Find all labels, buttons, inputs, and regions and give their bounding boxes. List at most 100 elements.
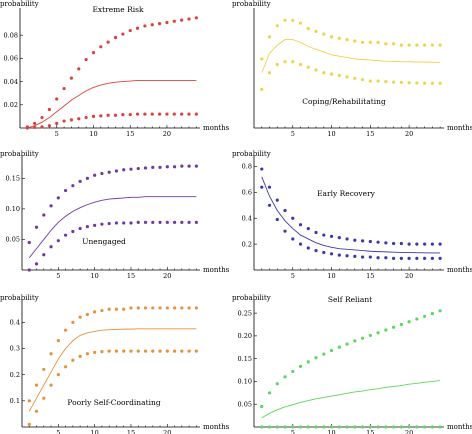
data-point-lower — [25, 126, 29, 130]
x-axis-label: months — [447, 423, 472, 431]
data-point-upper — [172, 306, 177, 310]
data-point-lower — [306, 246, 310, 250]
data-point-lower — [143, 112, 147, 116]
data-point-upper — [407, 320, 411, 324]
chart-title: Coping/Rehabilitating — [302, 97, 386, 106]
data-point-lower — [368, 255, 372, 259]
data-point-upper — [298, 364, 303, 369]
data-point-lower — [345, 254, 349, 258]
data-point-lower — [78, 354, 82, 358]
y-axis-label: probability — [0, 0, 39, 8]
data-point-upper — [49, 352, 53, 356]
data-point-lower — [85, 225, 89, 229]
x-tick-label: 20 — [163, 130, 171, 138]
data-point-lower — [376, 425, 380, 429]
data-point-lower — [291, 425, 295, 429]
data-point-upper — [329, 35, 334, 39]
x-tick-label: 10 — [327, 429, 335, 434]
data-point-upper — [63, 328, 68, 332]
data-point-lower — [384, 256, 388, 260]
data-point-lower — [27, 268, 31, 272]
data-point-upper — [165, 165, 169, 169]
y-tick-label: 0.2 — [10, 371, 20, 379]
data-point-upper — [415, 317, 419, 321]
data-point-upper — [376, 40, 380, 44]
data-point-upper — [345, 342, 349, 346]
data-point-upper — [194, 16, 198, 20]
data-point-upper — [360, 40, 365, 44]
data-point-upper — [63, 188, 68, 193]
x-tick-label: 10 — [91, 429, 99, 434]
data-point-lower — [113, 113, 118, 117]
y-axis-label: probability — [232, 150, 271, 158]
data-point-upper — [165, 306, 169, 310]
data-point-lower — [42, 396, 46, 400]
data-point-upper — [34, 225, 39, 229]
data-point-upper — [84, 57, 88, 62]
data-point-upper — [187, 17, 191, 21]
data-point-lower — [187, 112, 191, 116]
x-tick-label: 5 — [56, 272, 60, 280]
data-point-lower — [384, 80, 388, 84]
data-point-lower — [306, 65, 310, 69]
data-point-lower — [391, 425, 396, 429]
data-point-upper — [376, 331, 380, 335]
data-point-lower — [143, 220, 148, 224]
data-point-lower — [353, 76, 357, 80]
data-point-upper — [99, 45, 103, 49]
data-point-upper — [113, 35, 118, 40]
data-point-lower — [187, 349, 191, 353]
x-tick-label: 5 — [56, 429, 60, 434]
data-point-upper — [129, 306, 133, 310]
data-point-upper — [368, 333, 372, 338]
chart-title: Poorly Self-Coordinating — [67, 398, 160, 407]
data-point-upper — [322, 32, 326, 36]
data-point-upper — [187, 306, 191, 310]
x-tick-label: 10 — [327, 272, 335, 280]
data-point-upper — [298, 21, 303, 25]
data-point-lower — [158, 220, 162, 224]
chart-panel-2: 5 10 15 20 probability months Coping/Rehabilit… — [232, 0, 472, 138]
data-point-upper — [143, 24, 147, 28]
data-point-lower — [415, 256, 419, 260]
data-point-upper — [187, 164, 191, 168]
data-point-lower — [337, 253, 341, 257]
data-point-lower — [42, 253, 46, 257]
data-point-lower — [322, 71, 326, 75]
chart-panel-6: 5 10 15 20 0.05 0.10 0.15 0.20 0.25 probability mo… — [232, 294, 472, 434]
data-point-upper — [260, 57, 264, 61]
data-point-lower — [136, 220, 140, 224]
data-point-upper — [376, 240, 380, 244]
data-point-lower — [345, 75, 349, 79]
data-point-lower — [91, 114, 96, 118]
x-tick-label: 15 — [126, 130, 134, 138]
data-point-lower — [85, 352, 89, 356]
data-point-lower — [345, 425, 349, 429]
data-point-upper — [430, 242, 434, 246]
data-point-upper — [275, 382, 279, 386]
series-line-mean — [28, 196, 197, 259]
data-point-lower — [368, 425, 372, 429]
x-tick-label: 10 — [327, 130, 335, 138]
data-point-lower — [63, 233, 68, 237]
data-point-upper — [306, 26, 310, 31]
data-point-lower — [150, 112, 154, 116]
data-point-upper — [180, 18, 184, 22]
y-tick-label: 0.15 — [6, 175, 20, 183]
y-tick-label: 0.08 — [4, 31, 18, 39]
data-point-lower — [100, 350, 104, 354]
data-point-lower — [329, 252, 334, 256]
x-axis-label: months — [447, 124, 472, 132]
data-point-upper — [423, 43, 427, 47]
data-point-upper — [267, 391, 272, 395]
data-point-upper — [384, 241, 388, 245]
x-tick-label: 5 — [291, 429, 295, 434]
data-point-upper — [69, 76, 74, 80]
data-point-upper — [85, 176, 89, 180]
data-point-lower — [78, 226, 82, 231]
data-point-upper — [384, 42, 388, 46]
y-axis-label: probability — [232, 294, 271, 302]
data-point-upper — [391, 325, 396, 329]
series-line-mean — [261, 39, 441, 73]
data-point-lower — [165, 112, 169, 116]
